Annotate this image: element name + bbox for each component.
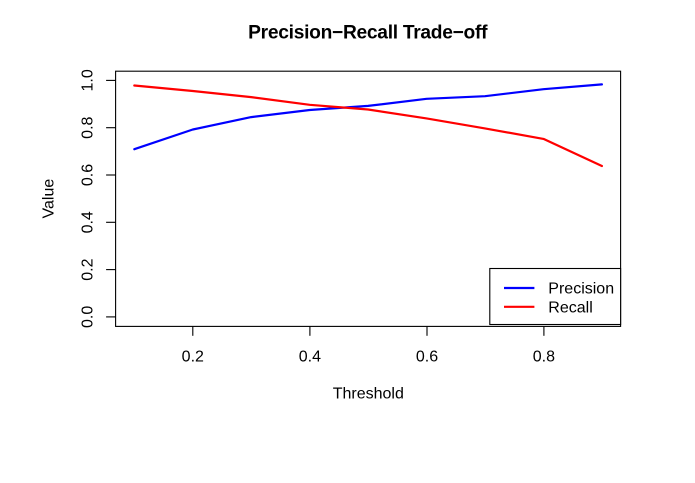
svg-text:Threshold: Threshold bbox=[333, 386, 404, 403]
svg-text:Precision: Precision bbox=[548, 281, 614, 298]
svg-text:0.6: 0.6 bbox=[79, 164, 96, 186]
svg-text:0.8: 0.8 bbox=[79, 116, 96, 138]
svg-text:Value: Value bbox=[40, 179, 57, 219]
svg-text:0.2: 0.2 bbox=[79, 258, 96, 280]
svg-text:0.0: 0.0 bbox=[79, 306, 96, 328]
svg-text:1.0: 1.0 bbox=[79, 69, 96, 91]
svg-text:0.2: 0.2 bbox=[182, 348, 204, 365]
svg-text:0.4: 0.4 bbox=[299, 348, 321, 365]
svg-text:0.8: 0.8 bbox=[533, 348, 555, 365]
svg-text:0.4: 0.4 bbox=[79, 211, 96, 233]
svg-text:0.6: 0.6 bbox=[416, 348, 438, 365]
svg-text:Precision−Recall Trade−off: Precision−Recall Trade−off bbox=[248, 23, 488, 44]
svg-text:Recall: Recall bbox=[548, 300, 592, 317]
